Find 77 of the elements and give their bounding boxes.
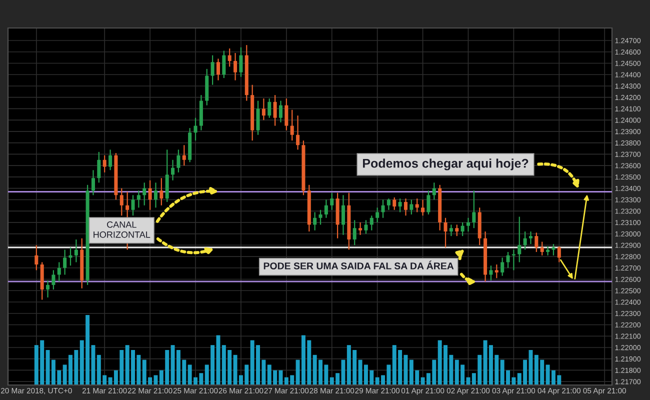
candlestick [398,198,402,213]
candlestick [52,270,56,290]
candlestick [449,224,453,237]
candlestick [194,117,198,142]
candlestick [222,50,226,79]
candlestick [131,194,135,216]
candlestick [74,238,78,263]
candlestick [176,149,180,173]
candlestick [386,198,390,210]
candlestick [268,98,272,118]
candlestick [426,190,430,216]
candlestick [148,180,152,210]
candlestick [358,222,362,236]
annotation: CANAL HORIZONTAL [94,221,150,238]
candlestick [523,230,527,250]
candlestick [182,144,186,166]
candlestick [528,230,533,245]
candlestick [154,182,158,208]
candlestick [460,222,464,237]
candlestick [234,52,238,81]
candlestick [381,199,385,218]
candlestick [489,265,493,281]
candlestick [415,198,419,213]
candlestick [97,151,101,184]
candlestick [370,215,374,231]
candlestick [392,196,396,210]
candlestick [91,170,95,196]
candlestick [142,182,146,206]
candlestick [68,246,72,266]
candlestick [278,100,282,123]
candlestick [256,100,260,136]
annotation: Podemos chegar aqui hoje? [363,158,528,170]
candlestick [518,216,522,263]
candlestick [273,94,277,126]
candlestick [557,246,561,263]
candlestick [262,98,266,121]
candlestick [120,188,124,216]
candlestick [432,182,436,200]
annotation: PODE SER UMA SAIDA FAL SA DA ÁREA [264,260,454,270]
candlestick [540,241,544,256]
candlestick [534,232,538,253]
candlestick [313,212,317,231]
candlestick [102,154,106,173]
candlestick [216,58,220,81]
candlestick [494,264,498,279]
candlestick [472,190,476,229]
candlestick [63,249,67,276]
candlestick [284,98,288,131]
candlestick [506,251,510,268]
candlestick [330,192,334,210]
candlestick [364,220,368,234]
candlestick [296,114,300,150]
candlestick [404,198,408,216]
candlestick [165,149,169,203]
candlestick [171,159,175,181]
candlestick [290,109,294,142]
candlestick [500,257,504,276]
candlestick [376,207,380,223]
candlestick [455,224,459,237]
candlestick [46,280,50,298]
candlestick [239,46,243,78]
candlestick [410,199,414,216]
candlestick [324,199,328,218]
candlestick [444,217,448,248]
candlestick [160,178,164,206]
candlestick [210,54,214,86]
candlestick [136,190,140,208]
candlestick [341,194,345,236]
candlestick [466,217,470,232]
candlestick [108,149,112,171]
candlestick [546,246,550,256]
candlestick [34,244,38,271]
candlestick [57,262,61,282]
candlestick [352,220,356,246]
candlestick [228,48,232,68]
candlestick [421,199,425,216]
candlestick [318,209,322,226]
